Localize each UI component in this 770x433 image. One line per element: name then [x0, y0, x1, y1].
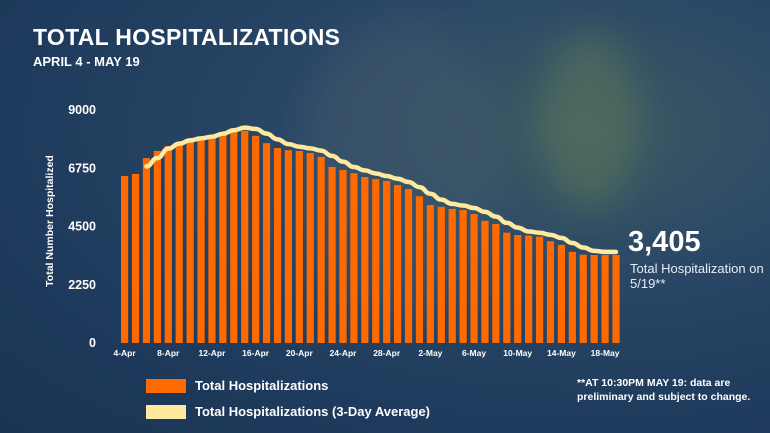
bar [394, 185, 402, 343]
bar [557, 244, 565, 343]
x-tick-label: 16-Apr [242, 348, 270, 358]
bar [328, 166, 336, 343]
bar [208, 138, 216, 343]
x-tick-label: 14-May [547, 348, 576, 358]
y-tick-label: 4500 [68, 220, 96, 234]
y-tick-label: 6750 [68, 161, 96, 175]
bar [459, 209, 467, 343]
bar [535, 236, 544, 343]
legend-swatch-bar [146, 378, 186, 393]
bar [448, 208, 456, 343]
bar [415, 196, 424, 343]
bar [601, 254, 609, 343]
bar [546, 241, 555, 343]
x-tick-label: 8-Apr [157, 348, 180, 358]
legend-swatch-line [146, 404, 186, 419]
bar [197, 139, 205, 343]
bar [230, 129, 238, 343]
bar [241, 130, 249, 343]
bar [273, 148, 282, 343]
bar [339, 170, 347, 343]
bar [579, 254, 587, 343]
bar [175, 143, 183, 343]
bar [437, 206, 445, 343]
bar [121, 176, 129, 343]
y-tick-label: 0 [89, 336, 96, 350]
bar [164, 145, 172, 343]
callout-value: 3,405 [628, 226, 701, 258]
bar [262, 143, 271, 343]
bar [186, 141, 194, 343]
x-tick-label: 12-Apr [198, 348, 226, 358]
bar [142, 158, 151, 343]
bar [514, 235, 522, 343]
x-tick-label: 28-Apr [373, 348, 401, 358]
bar [361, 177, 369, 343]
legend-item-average: Total Hospitalizations (3-Day Average) [146, 404, 430, 419]
bar [372, 179, 380, 343]
bar [568, 251, 576, 343]
bar [612, 254, 620, 343]
x-tick-label: 18-May [591, 348, 620, 358]
x-tick-label: 6-May [462, 348, 486, 358]
bar [284, 150, 292, 343]
bar [153, 150, 161, 343]
background-photo-figure [540, 30, 640, 210]
x-tick-label: 4-Apr [113, 348, 136, 358]
bar [317, 156, 325, 343]
bar [350, 173, 358, 343]
x-tick-label: 24-Apr [330, 348, 358, 358]
bar [306, 152, 314, 343]
x-tick-label: 20-Apr [286, 348, 314, 358]
bar [404, 188, 413, 343]
footnote: **AT 10:30PM MAY 19: data are preliminar… [577, 377, 751, 403]
date-range-subtitle: APRIL 4 - MAY 19 [33, 54, 140, 69]
bar [295, 150, 303, 343]
legend-item-total: Total Hospitalizations [146, 378, 328, 393]
bar [219, 132, 227, 343]
x-tick-label: 10-May [503, 348, 532, 358]
bar [590, 254, 598, 343]
bar [481, 220, 489, 343]
legend-label: Total Hospitalizations [195, 378, 329, 393]
bar [131, 173, 140, 343]
bar [503, 232, 511, 343]
bar [252, 135, 260, 343]
bar [470, 214, 478, 343]
bar [426, 205, 434, 343]
bar [525, 235, 533, 343]
page-title: TOTAL HOSPITALIZATIONS [33, 24, 341, 50]
average-line [144, 125, 619, 255]
x-tick-label: 2-May [418, 348, 442, 358]
y-tick-label: 9000 [68, 103, 96, 117]
legend-label: Total Hospitalizations (3-Day Average) [195, 404, 431, 419]
callout-label: Total Hospitalization on 5/19** [630, 261, 764, 291]
y-tick-label: 2250 [68, 278, 96, 292]
bar [492, 223, 500, 343]
bar [383, 180, 391, 343]
